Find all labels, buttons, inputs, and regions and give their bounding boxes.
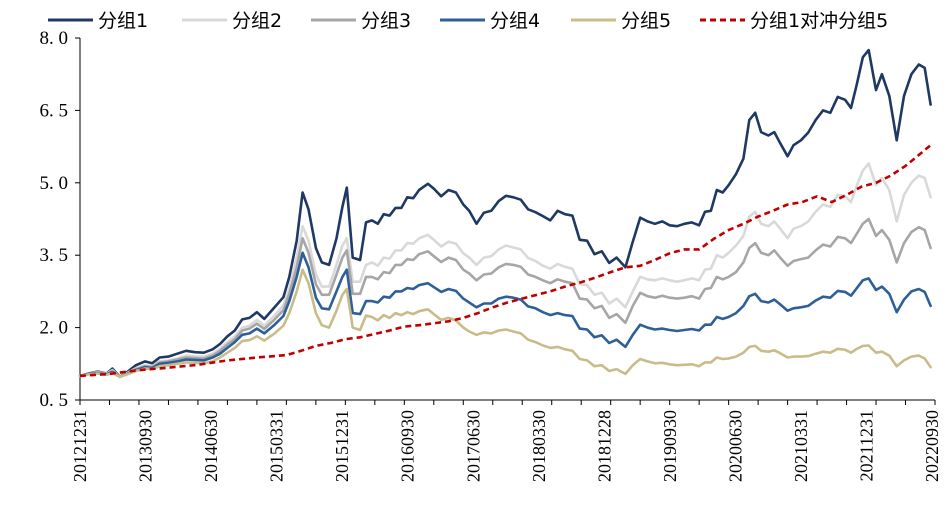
legend-label: 分组2 (232, 10, 282, 32)
x-tick-label: 20140630 (201, 410, 221, 482)
legend: 分组1 分组2 分组3 分组4 分组5 分组1对冲分组5 (48, 10, 888, 32)
x-tick-label: 20130930 (136, 410, 156, 482)
x-tick-label: 20160930 (398, 410, 418, 482)
x-tick-label: 20181228 (594, 410, 614, 482)
x-tick-label: 20151231 (332, 410, 352, 482)
x-tick-label: 20200630 (725, 410, 745, 482)
x-tick-label: 20210331 (791, 410, 811, 482)
y-tick-label: 3. 5 (40, 245, 69, 266)
series-line-3 (78, 217, 932, 379)
series-layer (78, 48, 932, 379)
y-axis: 0. 5 2. 0 3. 5 5. 0 6. 5 8. 0 (40, 28, 81, 411)
legend-label: 分组4 (490, 10, 540, 32)
series-line-5 (78, 268, 932, 379)
series-line-4 (78, 251, 932, 379)
legend-label: 分组5 (621, 10, 671, 32)
x-tick-label: 20170630 (463, 410, 483, 482)
x-tick-label: 20121231 (70, 410, 90, 482)
x-tick-label: 20180330 (529, 410, 549, 482)
x-tick-label: 20220930 (922, 410, 942, 482)
x-tick-label: 20211231 (857, 410, 877, 481)
y-tick-label: 0. 5 (40, 390, 69, 411)
series-line-1 (78, 48, 932, 379)
legend-label: 分组3 (361, 10, 411, 32)
legend-label: 分组1 (98, 10, 148, 32)
y-tick-label: 5. 0 (40, 173, 69, 194)
x-tick-label: 20150331 (267, 410, 287, 482)
legend-label: 分组1对冲分组5 (750, 10, 888, 32)
series-line-6 (79, 144, 932, 378)
y-tick-label: 2. 0 (40, 318, 69, 339)
y-tick-label: 6. 5 (40, 100, 69, 121)
x-tick-label: 20190930 (660, 410, 680, 482)
series-line-2 (78, 162, 932, 379)
y-tick-label: 8. 0 (40, 28, 69, 49)
x-axis: 20121231 20130930 20140630 20150331 20151231… (70, 399, 942, 482)
